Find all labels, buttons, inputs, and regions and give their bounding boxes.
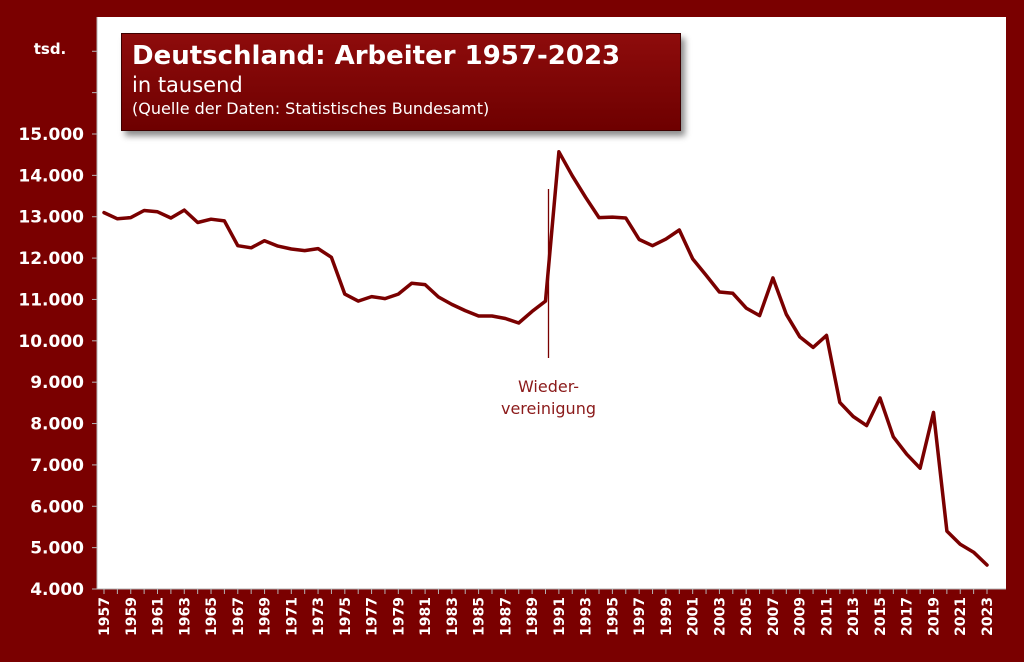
x-tick-label: 1999 <box>659 597 675 636</box>
x-tick-label: 1971 <box>284 597 300 636</box>
x-tick-label: 1981 <box>418 597 434 636</box>
axes <box>96 17 1006 590</box>
y-tick-label: 4.000 <box>30 580 84 600</box>
x-tick-label: 1989 <box>525 597 541 636</box>
y-tick-label: 7.000 <box>30 456 84 476</box>
y-tick-label: 11.000 <box>18 290 84 310</box>
y-tick-label: 8.000 <box>30 415 84 435</box>
y-tick-label: 9.000 <box>30 373 84 393</box>
x-tick-label: 2017 <box>900 597 916 636</box>
x-tick-label: 1979 <box>391 597 407 636</box>
chart-source: (Quelle der Daten: Statistisches Bundesa… <box>132 99 490 118</box>
x-tick-label: 1987 <box>498 597 514 636</box>
x-tick-label: 1991 <box>552 597 568 636</box>
x-tick-label: 1977 <box>365 597 381 636</box>
annotation-label: vereinigung <box>501 399 596 418</box>
x-tick-label: 2011 <box>819 597 835 636</box>
x-tick-label: 2009 <box>793 597 809 636</box>
x-axis-ticks: 1957 1959 1961 1963 1965 1967 1969 1971 1973 1975… <box>97 589 996 636</box>
x-tick-label: 1959 <box>124 597 140 636</box>
x-tick-label: 1957 <box>97 597 113 636</box>
x-tick-label: 2007 <box>766 597 782 636</box>
x-tick-label: 1993 <box>579 597 595 636</box>
x-tick-label: 1961 <box>151 597 167 636</box>
x-tick-label: 2015 <box>873 597 889 636</box>
x-tick-label: 2023 <box>980 597 996 636</box>
x-tick-label: 2001 <box>686 597 702 636</box>
chart-title: Deutschland: Arbeiter 1957-2023 <box>132 41 621 71</box>
y-axis-ticks: 4.000 5.000 6.000 7.000 8.000 9.000 10.000 11.0… <box>18 50 97 600</box>
y-tick-label: 6.000 <box>30 497 84 517</box>
x-tick-label: 1963 <box>177 597 193 636</box>
x-tick-label: 1975 <box>338 597 354 636</box>
x-tick-label: 1967 <box>231 597 247 636</box>
title-box: Deutschland: Arbeiter 1957-2023 in tause… <box>121 33 681 131</box>
x-tick-label: 1969 <box>258 597 274 636</box>
y-tick-label: 14.000 <box>18 166 84 186</box>
chart-subtitle: in tausend <box>132 73 243 97</box>
x-tick-label: 1983 <box>445 597 461 636</box>
annotation-label: Wieder- <box>518 377 579 396</box>
y-tick-label: 10.000 <box>18 332 84 352</box>
x-tick-label: 2005 <box>739 597 755 636</box>
x-tick-label: 2013 <box>846 597 862 636</box>
x-tick-label: 1973 <box>311 597 327 636</box>
x-tick-label: 1997 <box>632 597 648 636</box>
x-tick-label: 1965 <box>204 597 220 636</box>
y-axis-unit-label: tsd. <box>34 40 67 58</box>
y-tick-label: 13.000 <box>18 208 84 228</box>
y-tick-label: 5.000 <box>30 539 84 559</box>
x-tick-label: 2019 <box>926 597 942 636</box>
x-tick-label: 1985 <box>472 597 488 636</box>
y-tick-label: 15.000 <box>18 125 84 145</box>
annotations: Wieder-vereinigung <box>501 189 596 418</box>
x-tick-label: 1995 <box>605 597 621 636</box>
x-tick-label: 2003 <box>712 597 728 636</box>
y-tick-label: 12.000 <box>18 249 84 269</box>
x-tick-label: 2021 <box>953 597 969 636</box>
series-line <box>102 150 989 567</box>
